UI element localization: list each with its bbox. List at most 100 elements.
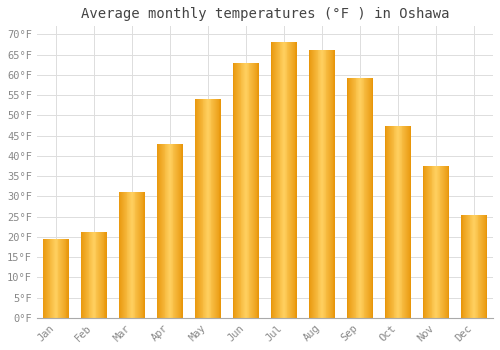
Bar <box>364 78 366 318</box>
Bar <box>329 50 330 318</box>
Bar <box>131 192 132 318</box>
Bar <box>330 50 331 318</box>
Bar <box>465 215 466 318</box>
Bar <box>392 126 394 318</box>
Bar <box>428 166 429 318</box>
Bar <box>236 63 237 318</box>
Bar <box>308 50 310 318</box>
Bar <box>52 239 53 318</box>
Bar <box>280 42 281 318</box>
Bar <box>138 192 139 318</box>
Bar <box>366 78 367 318</box>
Bar <box>64 239 66 318</box>
Bar <box>213 99 214 318</box>
Bar <box>132 192 134 318</box>
Bar <box>369 78 370 318</box>
Bar <box>85 232 86 318</box>
Bar <box>426 166 427 318</box>
Bar <box>360 78 361 318</box>
Bar <box>46 239 47 318</box>
Bar <box>91 232 92 318</box>
Bar <box>394 126 396 318</box>
Bar <box>424 166 426 318</box>
Bar <box>237 63 238 318</box>
Bar <box>106 232 107 318</box>
Bar <box>407 126 408 318</box>
Bar <box>277 42 278 318</box>
Bar <box>118 192 120 318</box>
Bar <box>126 192 128 318</box>
Bar <box>422 166 424 318</box>
Bar <box>54 239 55 318</box>
Bar <box>50 239 51 318</box>
Bar <box>102 232 104 318</box>
Bar <box>332 50 334 318</box>
Bar <box>129 192 130 318</box>
Bar <box>368 78 369 318</box>
Bar <box>391 126 392 318</box>
Bar <box>486 215 488 318</box>
Bar <box>198 99 199 318</box>
Bar <box>179 144 180 318</box>
Bar <box>442 166 443 318</box>
Bar <box>244 63 245 318</box>
Bar <box>296 42 297 318</box>
Bar <box>88 232 90 318</box>
Bar <box>388 126 389 318</box>
Bar <box>270 42 272 318</box>
Bar <box>384 126 386 318</box>
Bar <box>367 78 368 318</box>
Bar <box>90 232 91 318</box>
Bar <box>98 232 99 318</box>
Bar <box>321 50 322 318</box>
Bar <box>66 239 68 318</box>
Bar <box>326 50 328 318</box>
Bar <box>42 239 43 318</box>
Title: Average monthly temperatures (°F ) in Oshawa: Average monthly temperatures (°F ) in Os… <box>80 7 449 21</box>
Bar <box>86 232 88 318</box>
Bar <box>478 215 480 318</box>
Bar <box>216 99 217 318</box>
Bar <box>61 239 62 318</box>
Bar <box>440 166 442 318</box>
Bar <box>293 42 294 318</box>
Bar <box>99 232 100 318</box>
Bar <box>60 239 61 318</box>
Bar <box>324 50 326 318</box>
Bar <box>475 215 476 318</box>
Bar <box>156 144 158 318</box>
Bar <box>346 78 348 318</box>
Bar <box>212 99 213 318</box>
Bar <box>177 144 178 318</box>
Bar <box>82 232 83 318</box>
Bar <box>362 78 364 318</box>
Bar <box>348 78 350 318</box>
Bar <box>406 126 407 318</box>
Bar <box>282 42 283 318</box>
Bar <box>285 42 286 318</box>
Bar <box>63 239 64 318</box>
Bar <box>473 215 474 318</box>
Bar <box>217 99 218 318</box>
Bar <box>462 215 464 318</box>
Bar <box>124 192 125 318</box>
Bar <box>180 144 182 318</box>
Bar <box>175 144 176 318</box>
Bar <box>252 63 253 318</box>
Bar <box>316 50 318 318</box>
Bar <box>435 166 436 318</box>
Bar <box>101 232 102 318</box>
Bar <box>47 239 48 318</box>
Bar <box>55 239 56 318</box>
Bar <box>272 42 274 318</box>
Bar <box>196 99 198 318</box>
Bar <box>422 166 424 318</box>
Bar <box>125 192 126 318</box>
Bar <box>361 78 362 318</box>
Bar <box>399 126 400 318</box>
Bar <box>250 63 251 318</box>
Bar <box>358 78 359 318</box>
Bar <box>171 144 172 318</box>
Bar <box>118 192 120 318</box>
Bar <box>218 99 220 318</box>
